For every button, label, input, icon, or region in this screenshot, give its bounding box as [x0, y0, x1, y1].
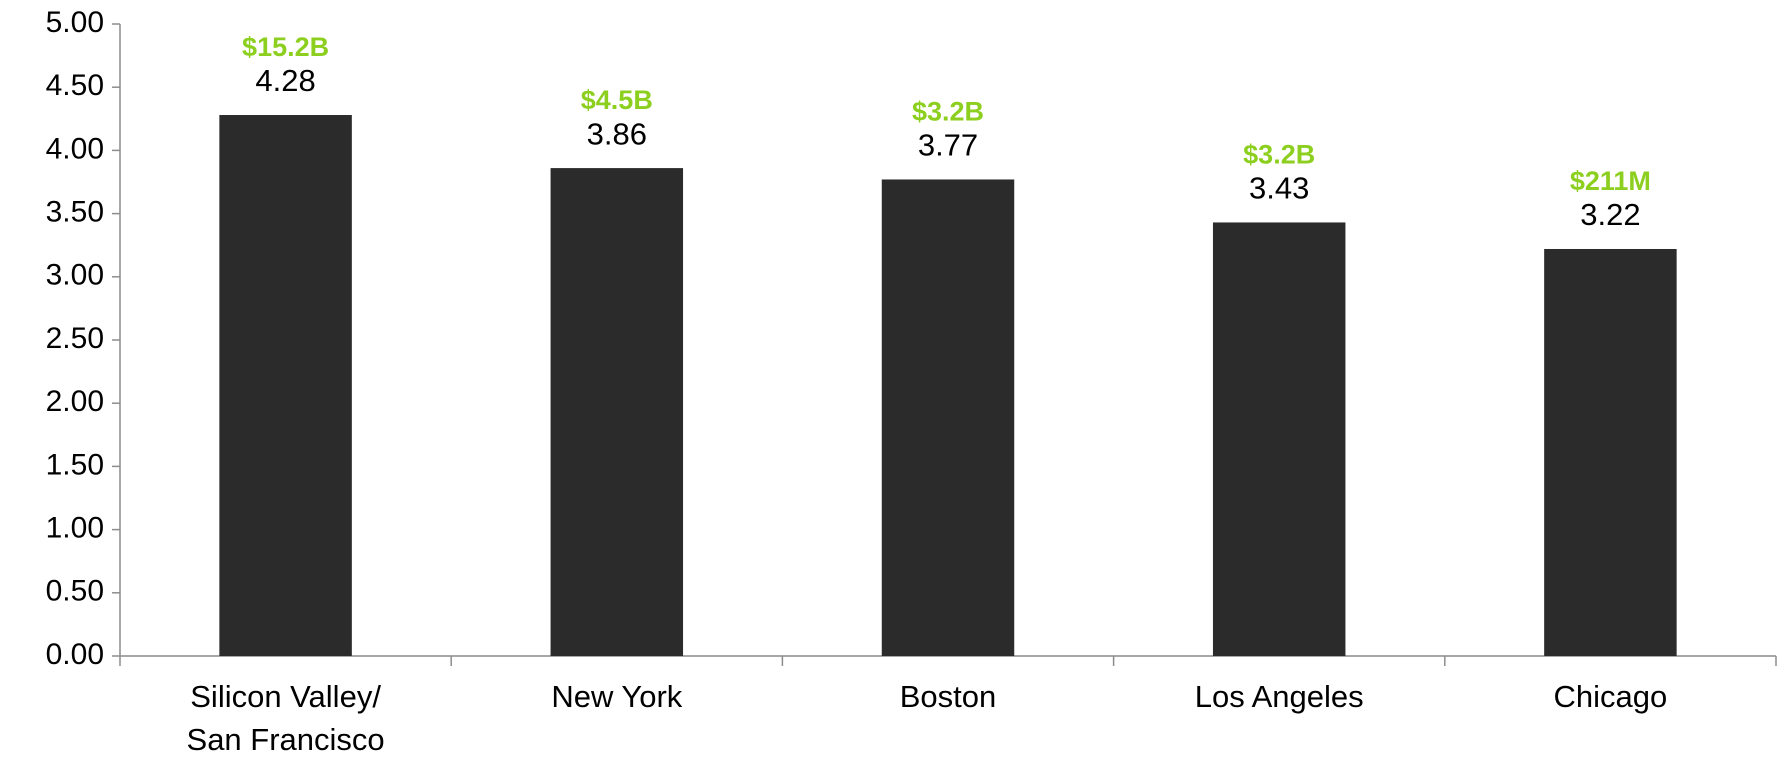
x-tick-label: Los Angeles [1195, 679, 1364, 714]
y-tick-label: 2.00 [46, 385, 104, 418]
x-tick-label: Chicago [1554, 679, 1668, 714]
x-tick-label: New York [551, 679, 682, 714]
value-label: 3.86 [587, 116, 647, 151]
x-tick-label-line: San Francisco [187, 722, 385, 757]
y-tick-label: 4.00 [46, 132, 104, 165]
bar [881, 179, 1015, 657]
y-tick-label: 1.50 [46, 448, 104, 481]
bar [1212, 222, 1346, 656]
annotation: $211M [1570, 166, 1651, 196]
y-tick-label: 4.50 [46, 69, 104, 102]
annotation: $3.2B [1243, 140, 1315, 170]
y-tick-label: 1.00 [46, 512, 104, 545]
y-tick-label: 3.50 [46, 196, 104, 229]
bar [219, 115, 352, 657]
x-tick-label: Silicon Valley/San Francisco [187, 679, 385, 757]
value-label: 3.22 [1580, 197, 1640, 232]
x-tick-label-line: Silicon Valley/ [190, 679, 381, 714]
y-tick-label: 5.00 [46, 6, 104, 39]
value-label: 3.43 [1249, 171, 1309, 206]
value-label: 4.28 [255, 63, 315, 98]
x-tick-label: Boston [900, 679, 997, 714]
y-tick-label: 0.00 [46, 638, 104, 671]
y-tick-label: 3.00 [46, 259, 104, 292]
value-label: 3.77 [918, 128, 978, 163]
y-tick-label: 2.50 [46, 322, 104, 355]
bar [1544, 248, 1677, 656]
y-tick-label: 0.50 [46, 575, 104, 608]
annotation: $15.2B [242, 32, 329, 62]
bar [550, 168, 684, 656]
annotation: $3.2B [912, 97, 984, 127]
annotation: $4.5B [581, 85, 653, 115]
